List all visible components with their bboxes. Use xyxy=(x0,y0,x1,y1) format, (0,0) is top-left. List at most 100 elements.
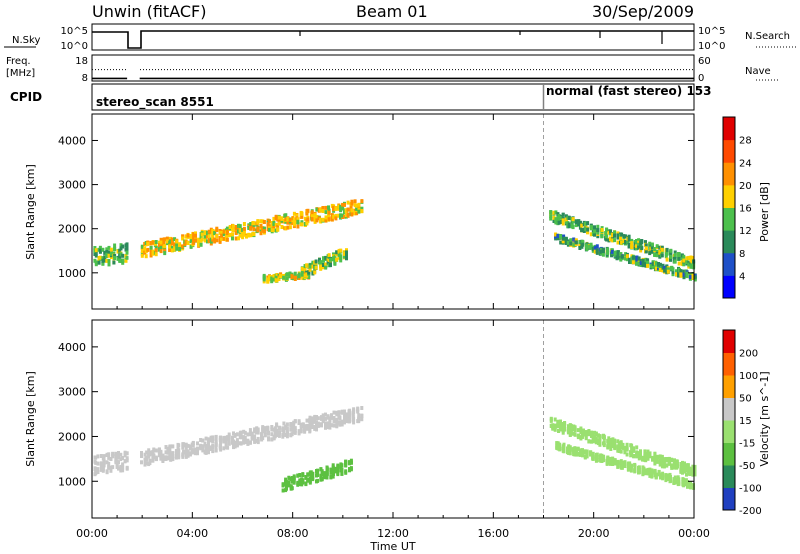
data-cell xyxy=(119,252,123,257)
data-cell xyxy=(587,439,591,444)
data-cell xyxy=(613,438,617,443)
power-data xyxy=(93,114,697,309)
data-cell xyxy=(101,256,105,261)
data-cell xyxy=(329,467,333,472)
data-cell xyxy=(211,449,215,454)
data-cell xyxy=(261,226,265,231)
cpid-segment-2: normal (fast stereo) 153 xyxy=(546,84,712,98)
data-cell xyxy=(556,234,560,238)
data-cell xyxy=(590,439,593,444)
data-cell xyxy=(292,217,296,222)
data-cell xyxy=(111,452,115,456)
data-cell xyxy=(635,445,639,450)
data-cell xyxy=(170,237,174,242)
data-cell xyxy=(326,260,330,265)
data-cell xyxy=(181,234,185,239)
colorbar-swatch xyxy=(723,184,735,208)
colorbar-swatch xyxy=(723,330,735,353)
data-cell xyxy=(557,217,561,222)
data-cell xyxy=(619,449,623,454)
data-cell xyxy=(337,206,341,211)
data-cell xyxy=(219,435,223,440)
data-cell xyxy=(206,234,209,239)
data-cell xyxy=(313,419,317,424)
data-cell xyxy=(566,240,570,245)
data-cell xyxy=(315,423,318,428)
data-cell xyxy=(308,415,312,420)
data-cell xyxy=(357,419,361,424)
colorbar-swatch xyxy=(723,465,735,488)
colorbar-tick-label: 24 xyxy=(739,158,752,169)
data-cell xyxy=(567,444,571,449)
data-cell xyxy=(349,206,353,211)
data-cell xyxy=(319,264,323,269)
data-cell xyxy=(589,225,593,229)
data-cell xyxy=(357,206,361,211)
data-cell xyxy=(677,273,681,278)
velocity-colorbar-label: Velocity [m s^-1] xyxy=(758,371,771,466)
data-cell xyxy=(119,259,123,263)
data-cell xyxy=(181,244,185,249)
data-cell xyxy=(677,253,681,257)
data-cell xyxy=(666,475,670,480)
data-cell xyxy=(281,432,285,437)
data-cell xyxy=(261,436,265,441)
data-cell xyxy=(688,275,692,280)
data-cell xyxy=(606,445,610,450)
data-cell xyxy=(644,263,648,268)
data-cell xyxy=(168,239,172,244)
data-cell xyxy=(316,416,320,421)
data-cell xyxy=(670,465,674,470)
data-cell xyxy=(273,426,277,431)
data-cell xyxy=(559,235,563,240)
data-cell xyxy=(177,443,181,448)
data-cell xyxy=(149,253,153,258)
data-cell xyxy=(105,250,109,254)
data-cell xyxy=(288,225,292,230)
data-cell xyxy=(144,254,148,259)
data-cell xyxy=(225,237,229,242)
data-cell xyxy=(220,233,224,238)
data-cell xyxy=(277,221,281,226)
data-cell xyxy=(308,426,312,431)
data-cell xyxy=(639,455,642,460)
data-cell xyxy=(275,275,279,280)
data-cell xyxy=(209,438,213,443)
data-cell xyxy=(284,433,288,437)
data-cell xyxy=(192,232,196,237)
data-cell xyxy=(234,231,238,235)
data-cell xyxy=(624,234,627,239)
data-cell xyxy=(553,427,557,432)
data-cell xyxy=(677,270,681,275)
data-cell xyxy=(171,451,175,456)
data-cell xyxy=(107,461,111,466)
data-cell xyxy=(118,248,122,253)
data-cell xyxy=(589,244,593,249)
data-cell xyxy=(191,443,195,448)
data-cell xyxy=(690,263,694,268)
data-cell xyxy=(606,250,610,255)
data-cell xyxy=(563,424,567,428)
data-cell xyxy=(628,466,632,471)
data-cell xyxy=(653,263,657,268)
power-colorbar: 4 8 12 16 20 24 28 xyxy=(722,116,752,299)
data-cell xyxy=(339,248,343,253)
data-cell xyxy=(178,242,182,247)
data-cell xyxy=(173,247,177,252)
data-cell xyxy=(105,460,109,465)
data-cell xyxy=(186,233,190,238)
data-cell xyxy=(693,277,697,282)
data-cell xyxy=(593,434,596,439)
data-cell xyxy=(201,438,205,443)
data-cell xyxy=(360,199,364,204)
data-cell xyxy=(222,236,226,241)
data-cell xyxy=(623,450,627,455)
data-cell xyxy=(349,458,353,463)
data-cell xyxy=(637,245,641,250)
data-cell xyxy=(281,488,285,493)
data-cell xyxy=(562,239,566,244)
data-cell xyxy=(623,445,627,450)
data-cell xyxy=(602,436,606,441)
data-cell xyxy=(149,241,153,245)
data-cell xyxy=(186,443,190,448)
